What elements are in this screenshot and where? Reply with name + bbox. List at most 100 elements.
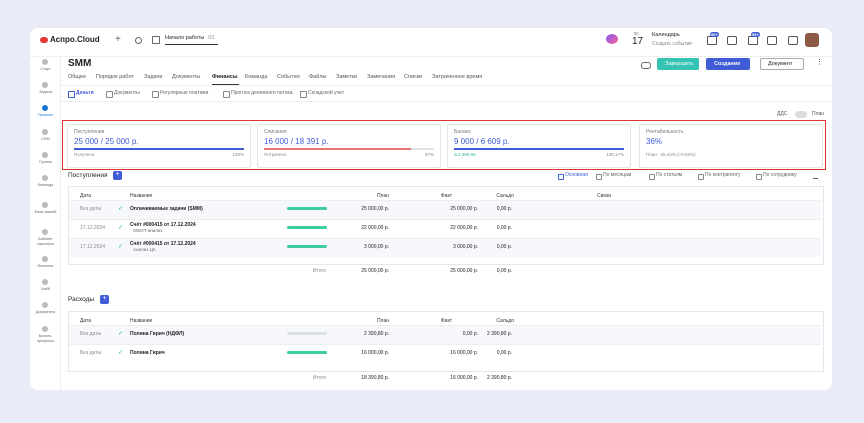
subtab-icon bbox=[68, 91, 75, 98]
more-button[interactable]: ⋮ bbox=[816, 59, 823, 66]
total-plan: 25 000,00 р. bbox=[361, 268, 389, 274]
top-divider bbox=[30, 56, 832, 57]
toolbar-icon[interactable] bbox=[727, 36, 737, 45]
summary-sub: Получено bbox=[74, 152, 95, 157]
link-icon[interactable] bbox=[641, 62, 651, 69]
row-date: Без даты bbox=[80, 350, 102, 356]
sidebar-item[interactable]: Старт bbox=[40, 67, 51, 71]
row-saldo: 0,00 р. bbox=[496, 244, 512, 250]
row bbox=[69, 238, 821, 257]
row-saldo: 0,00 р. bbox=[496, 206, 512, 212]
view-option[interactable]: По сотруднику bbox=[763, 172, 797, 178]
sidebar-item[interactable]: Бизнес-процессы bbox=[36, 334, 55, 343]
summary-value: 9 000 / 6 609 р. bbox=[454, 137, 510, 146]
row-saldo: 0,00 р. bbox=[496, 225, 512, 231]
weekday: Вт bbox=[634, 31, 639, 36]
add-icon[interactable]: + bbox=[115, 34, 121, 45]
summary-sub: Потрачено bbox=[264, 152, 287, 157]
finish-button[interactable]: Завершить bbox=[657, 58, 699, 70]
onboarding-icon bbox=[152, 36, 160, 44]
row-date: 17.12.2024 bbox=[80, 244, 106, 250]
sidebar-item[interactable]: Задачи bbox=[39, 90, 52, 94]
project-tab[interactable]: Команда bbox=[245, 74, 268, 80]
row-check: ✓ bbox=[118, 331, 124, 337]
column-header: Название bbox=[130, 193, 153, 199]
sidebar-item[interactable]: CRM bbox=[41, 137, 50, 141]
sidebar-icon bbox=[42, 202, 48, 208]
onboarding[interactable]: Начало работы bbox=[165, 35, 205, 41]
project-tab[interactable]: Порядок работ bbox=[96, 74, 134, 80]
project-tab[interactable]: Общее bbox=[68, 74, 87, 80]
subtab-icon bbox=[300, 91, 307, 98]
bell-icon[interactable] bbox=[748, 36, 758, 45]
document-button[interactable]: Документ bbox=[760, 58, 804, 70]
view-option[interactable]: Основная bbox=[565, 172, 588, 178]
project-title: SMM bbox=[68, 58, 92, 69]
project-tab[interactable]: Задачи bbox=[144, 74, 163, 80]
project-tab[interactable]: Финансы bbox=[212, 74, 238, 80]
bell-icon[interactable] bbox=[707, 36, 717, 45]
toggle[interactable] bbox=[795, 111, 807, 118]
toolbar-icon[interactable] bbox=[788, 36, 798, 45]
view-option[interactable]: По контрагенту bbox=[705, 172, 741, 178]
sidebar-item[interactable]: Кабинет партнера bbox=[37, 237, 54, 246]
day: 17 bbox=[632, 36, 644, 47]
column-header: Дата bbox=[80, 318, 92, 324]
project-tab[interactable]: Документы bbox=[172, 74, 201, 80]
export-icon[interactable] bbox=[813, 173, 818, 179]
sidebar-item[interactable]: Проекты bbox=[37, 113, 54, 117]
sidebar-item[interactable]: Хабб bbox=[41, 287, 50, 291]
sidebar-item[interactable]: Финансы bbox=[37, 264, 54, 268]
calendar[interactable]: Календарь bbox=[652, 32, 680, 38]
row-fact: 22 000,00 р. bbox=[450, 225, 478, 231]
project-tab[interactable]: Файлы bbox=[309, 74, 327, 80]
row-fact: 3 000,00 р. bbox=[452, 244, 478, 250]
subtab[interactable]: Регулярные платежи bbox=[160, 90, 209, 96]
summary-card bbox=[257, 124, 441, 168]
summary-percent: 87% bbox=[424, 152, 434, 157]
avatar[interactable] bbox=[805, 33, 819, 47]
row-bar bbox=[287, 351, 327, 354]
search-icon[interactable] bbox=[135, 37, 142, 44]
sidebar-item[interactable]: Команда bbox=[37, 183, 54, 187]
add-button[interactable]: + bbox=[100, 295, 109, 304]
column-header: Сальдо bbox=[496, 318, 514, 324]
subtab[interactable]: Складской учет bbox=[308, 90, 345, 96]
subtabs-divider bbox=[60, 101, 832, 102]
subtab[interactable]: Прогноз денежного потока bbox=[231, 90, 293, 96]
summary-sub: Δ 2 390,80 bbox=[454, 152, 476, 157]
column-header: План bbox=[376, 193, 389, 199]
view-option[interactable]: По месяцам bbox=[603, 172, 632, 178]
row bbox=[69, 200, 821, 219]
sidebar-item[interactable]: Группы bbox=[39, 160, 52, 164]
row-name: Полина Гирич bbox=[130, 350, 165, 356]
logo[interactable]: Аспро.Cloud bbox=[50, 35, 100, 44]
project-tab[interactable]: Замечания bbox=[367, 74, 396, 80]
summary-card bbox=[639, 124, 823, 168]
toolbar-icon[interactable] bbox=[767, 36, 777, 45]
project-tab[interactable]: Списки bbox=[404, 74, 423, 80]
assistant-icon bbox=[606, 34, 618, 44]
sidebar-item[interactable]: База знаний bbox=[34, 210, 57, 214]
add-button[interactable]: + bbox=[113, 171, 122, 180]
section-title: Расходы bbox=[68, 296, 95, 303]
project-tab[interactable]: События bbox=[277, 74, 300, 80]
row-plan: 22 000,00 р. bbox=[361, 225, 389, 231]
sidebar-item[interactable]: Документы bbox=[35, 310, 56, 314]
sidebar-icon bbox=[42, 129, 48, 135]
subtab[interactable]: Деньги bbox=[76, 90, 94, 96]
create-button[interactable]: Создание bbox=[706, 58, 750, 70]
project-tab[interactable]: Заметки bbox=[336, 74, 358, 80]
onboarding-progress: 0/1 bbox=[208, 35, 215, 41]
column-header: План bbox=[376, 318, 389, 324]
subtab[interactable]: Документы bbox=[114, 90, 140, 96]
subtab-icon bbox=[223, 91, 230, 98]
project-tab[interactable]: Затраченное время bbox=[432, 74, 483, 80]
row-fact: 25 000,00 р. bbox=[450, 206, 478, 212]
view-option[interactable]: По статьям bbox=[656, 172, 683, 178]
row bbox=[69, 344, 821, 363]
row-bar bbox=[287, 226, 327, 229]
total-fact: 25 000,00 р. bbox=[450, 268, 478, 274]
table-frame bbox=[68, 311, 824, 372]
column-header: Факт bbox=[440, 318, 452, 324]
